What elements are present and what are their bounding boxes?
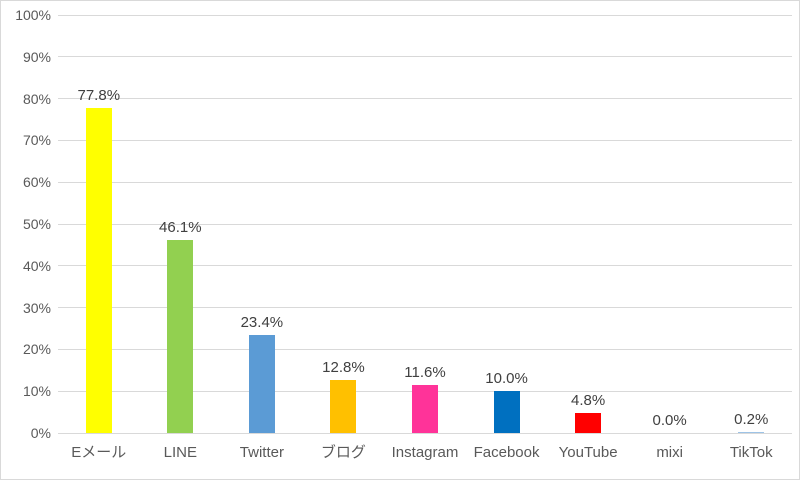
bar-value-label: 0.2% (734, 411, 769, 429)
bar-value-label: 4.8% (571, 391, 606, 409)
y-axis-tick-label: 20% (22, 341, 51, 358)
x-axis-category-label: mixi (656, 444, 683, 461)
y-axis-tick-label: 100% (15, 7, 51, 23)
y-axis-tick-label: 10% (22, 383, 51, 400)
bar-value-label: 11.6% (404, 363, 446, 381)
gridline (58, 265, 792, 267)
y-axis-tick-label: 0% (30, 425, 51, 441)
bar-LINE (167, 240, 194, 433)
bar-value-label: 77.8% (77, 86, 121, 104)
gridline (58, 348, 792, 350)
x-axis-category-label: Instagram (391, 444, 459, 461)
gridline (58, 223, 792, 225)
x-axis-category-label: Facebook (473, 444, 540, 461)
bar-value-label: 23.4% (240, 314, 284, 332)
bar-value-label: 10.0% (485, 370, 528, 388)
bar-ブログ (330, 379, 357, 433)
x-axis-category-label: LINE (163, 444, 197, 461)
plot-area: 77.8% 46.1% 23.4% 12.8% 11.6% 10.0% 4.8% 0.0% 0.… (58, 14, 792, 434)
gridline (58, 56, 792, 58)
gridline (58, 139, 792, 141)
bar-TikTok (738, 432, 765, 433)
bar-Instagram (412, 384, 438, 433)
gridline (58, 307, 792, 309)
x-axis-category-label: YouTube (558, 444, 618, 461)
x-axis-category-label: Eメール (71, 444, 127, 461)
gridline (58, 14, 792, 16)
bar-YouTube (575, 412, 602, 433)
bar-Facebook (493, 391, 520, 433)
x-axis-category-label: TikTok (729, 444, 773, 461)
x-axis-category-label: ブログ (320, 444, 366, 461)
y-axis-tick-label: 90% (22, 48, 51, 65)
y-axis-tick-label: 30% (22, 299, 51, 316)
y-axis-tick-label: 50% (22, 216, 51, 232)
bar-value-label: 12.8% (322, 358, 365, 376)
bar-Twitter (248, 335, 275, 433)
gridline (58, 432, 792, 434)
y-axis-tick-label: 80% (22, 90, 51, 107)
gridline (58, 98, 792, 100)
bar-Eメール (85, 107, 112, 433)
bar-value-label: 46.1% (159, 219, 202, 237)
y-axis-tick-label: 70% (22, 132, 51, 149)
gridline (58, 181, 792, 183)
y-axis-tick-label: 60% (22, 174, 51, 191)
x-axis-category-label: Twitter (239, 444, 284, 461)
y-axis-tick-label: 40% (22, 257, 51, 274)
bar-value-label: 0.0% (652, 412, 687, 429)
